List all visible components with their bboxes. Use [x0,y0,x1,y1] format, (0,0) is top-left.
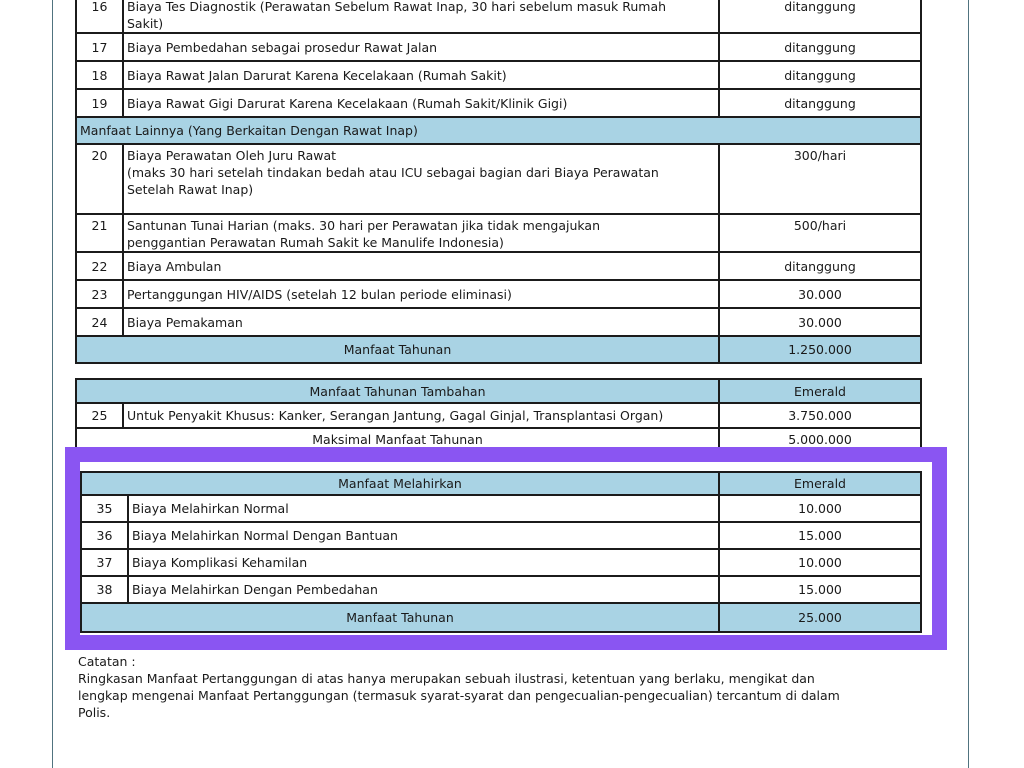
row-number-cell: 18 [75,60,124,90]
row-number-cell: 25 [75,402,124,429]
row-value-cell: ditanggung [718,251,922,281]
table-row: 19 Biaya Rawat Gigi Darurat Karena Kecel… [75,88,922,118]
page-border-left [52,0,53,768]
benefits-table-maternity: Manfaat Melahirkan Emerald 35 Biaya Mela… [80,471,922,633]
row-number-cell: 23 [75,279,124,309]
table-row: 21 Santunan Tunai Harian (maks. 30 hari … [75,213,922,253]
table-row: 24 Biaya Pemakaman 30.000 [75,307,922,337]
row-number-cell: 38 [80,575,129,604]
table-header-cell: Manfaat Melahirkan [80,471,720,496]
row-number-cell: 17 [75,32,124,62]
footnote-title: Catatan : [78,654,136,669]
benefits-table-main: 16 Biaya Tes Diagnostik (Perawatan Sebel… [75,0,922,364]
row-value-cell: ditanggung [718,0,922,34]
table-row: 20 Biaya Perawatan Oleh Juru Rawat (maks… [75,143,922,215]
total-label-cell: Manfaat Tahunan [75,335,720,364]
row-desc-cell: Biaya Rawat Gigi Darurat Karena Kecelaka… [122,88,720,118]
table-row: 38 Biaya Melahirkan Dengan Pembedahan 15… [80,575,922,604]
row-desc-cell: Biaya Pembedahan sebagai prosedur Rawat … [122,32,720,62]
section-header-row: Manfaat Lainnya (Yang Berkaitan Dengan R… [75,116,922,145]
row-value-cell: ditanggung [718,88,922,118]
row-desc-cell: Biaya Melahirkan Dengan Pembedahan [127,575,720,604]
row-value-cell: 300/hari [718,143,922,215]
plan-header-cell: Emerald [718,471,922,496]
table-header-cell: Manfaat Tahunan Tambahan [74,378,721,404]
benefits-table-additional: Manfaat Tahunan Tambahan Emerald 25 Untu… [74,378,923,452]
row-number-cell: 20 [75,143,124,215]
row-value-cell: 500/hari [718,213,922,253]
table-row: 37 Biaya Komplikasi Kehamilan 10.000 [80,548,922,577]
row-value-cell: 30.000 [718,279,922,309]
row-number-cell: 19 [75,88,124,118]
row-number-cell: 16 [75,0,124,34]
table-header-row: Manfaat Tahunan Tambahan Emerald [74,378,923,404]
total-row: Manfaat Tahunan 25.000 [80,602,922,633]
footnote-section: Catatan : Ringkasan Manfaat Pertanggunga… [78,653,923,721]
table-row: 18 Biaya Rawat Jalan Darurat Karena Kece… [75,60,922,90]
total-row: Manfaat Tahunan 1.250.000 [75,335,922,364]
row-value-cell: 3.750.000 [718,402,923,429]
row-desc-cell: Biaya Melahirkan Normal [127,494,720,523]
row-value-cell: ditanggung [718,60,922,90]
total-value-cell: 25.000 [718,602,922,633]
table-row: 35 Biaya Melahirkan Normal 10.000 [80,494,922,523]
row-desc-cell: Biaya Rawat Jalan Darurat Karena Kecelak… [122,60,720,90]
table-row: 16 Biaya Tes Diagnostik (Perawatan Sebel… [75,0,922,34]
row-value-cell: 30.000 [718,307,922,337]
row-desc-cell: Biaya Komplikasi Kehamilan [127,548,720,577]
highlight-box: Manfaat Melahirkan Emerald 35 Biaya Mela… [65,447,947,650]
row-desc-cell: Biaya Pemakaman [122,307,720,337]
row-number-cell: 37 [80,548,129,577]
row-number-cell: 22 [75,251,124,281]
footnote-body: Ringkasan Manfaat Pertanggungan di atas … [78,671,840,720]
page-border-right [968,0,969,768]
table-row: 25 Untuk Penyakit Khusus: Kanker, Serang… [75,402,923,429]
table-row: 36 Biaya Melahirkan Normal Dengan Bantua… [80,521,922,550]
table-row: 17 Biaya Pembedahan sebagai prosedur Raw… [75,32,922,62]
row-desc-cell: Biaya Tes Diagnostik (Perawatan Sebelum … [122,0,720,34]
row-value-cell: 15.000 [718,575,922,604]
row-number-cell: 24 [75,307,124,337]
row-desc-cell: Untuk Penyakit Khusus: Kanker, Serangan … [121,402,721,429]
row-value-cell: 10.000 [718,548,922,577]
row-desc-cell: Biaya Ambulan [122,251,720,281]
row-desc-cell: Biaya Melahirkan Normal Dengan Bantuan [127,521,720,550]
plan-header-cell: Emerald [718,378,923,404]
table-row: 22 Biaya Ambulan ditanggung [75,251,922,281]
row-desc-cell: Santunan Tunai Harian (maks. 30 hari per… [122,213,720,253]
row-number-cell: 36 [80,521,129,550]
row-number-cell: 35 [80,494,129,523]
table-header-row: Manfaat Melahirkan Emerald [80,471,922,496]
total-label-cell: Manfaat Tahunan [80,602,720,633]
section-header-cell: Manfaat Lainnya (Yang Berkaitan Dengan R… [75,116,922,145]
row-number-cell: 21 [75,213,124,253]
row-desc-cell: Biaya Perawatan Oleh Juru Rawat (maks 30… [122,143,720,215]
row-value-cell: 10.000 [718,494,922,523]
row-value-cell: ditanggung [718,32,922,62]
row-desc-cell: Pertanggungan HIV/AIDS (setelah 12 bulan… [122,279,720,309]
row-value-cell: 15.000 [718,521,922,550]
table-row: 23 Pertanggungan HIV/AIDS (setelah 12 bu… [75,279,922,309]
total-value-cell: 1.250.000 [718,335,922,364]
